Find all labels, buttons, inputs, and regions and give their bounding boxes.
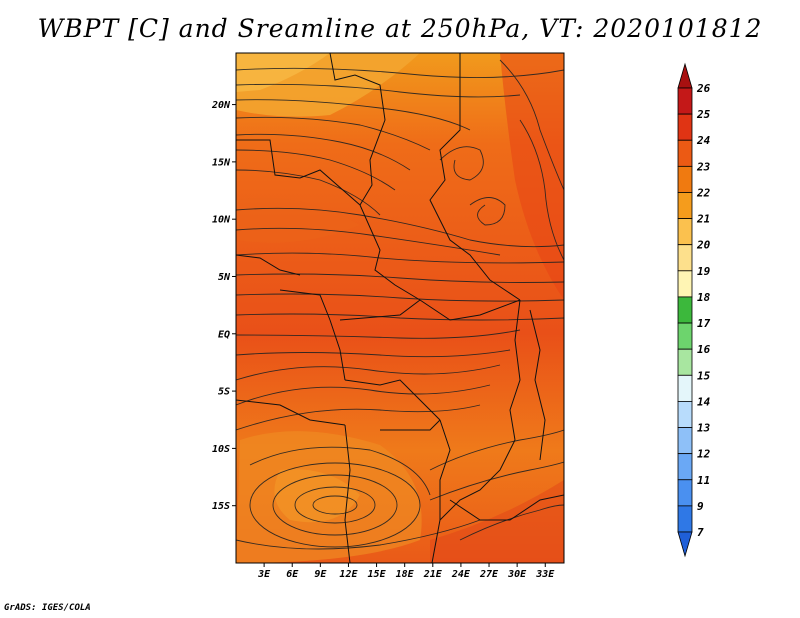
streamlines bbox=[236, 59, 564, 550]
colorbar-swatch bbox=[677, 296, 693, 324]
colorbar-label: 12 bbox=[697, 448, 711, 461]
latitude-axis: 20N 15N 10N 5N EQ 5S 10S 15S bbox=[211, 100, 236, 512]
colorbar-swatch bbox=[677, 427, 693, 455]
longitude-axis: 3E 6E 9E 12E 15E 18E 21E 24E 27E 30E 33E bbox=[257, 563, 555, 580]
colorbar-swatch bbox=[677, 165, 693, 193]
colorbar-label: 23 bbox=[696, 160, 711, 173]
lat-label: 5S bbox=[218, 387, 230, 398]
lon-label: 30E bbox=[507, 569, 527, 580]
lon-label: 6E bbox=[286, 569, 299, 580]
chart-title: WBPT [C] and Sreamline at 250hPa, VT: 20… bbox=[37, 14, 763, 43]
colorbar-bottom-arrow bbox=[677, 531, 693, 558]
colorbar-label: 18 bbox=[697, 291, 711, 304]
colorbar-label: 16 bbox=[697, 343, 711, 356]
lat-label: EQ bbox=[218, 329, 230, 340]
colorbar-swatch bbox=[677, 453, 693, 481]
lon-label: 27E bbox=[479, 569, 499, 580]
colorbar: 26 25 24 23 22 21 20 19 18 17 16 15 14 13 12 11 9 7 bbox=[677, 62, 711, 558]
colorbar-label: 25 bbox=[696, 108, 711, 121]
colorbar-swatch bbox=[677, 270, 693, 298]
colorbar-label: 9 bbox=[697, 500, 704, 513]
colorbar-label: 13 bbox=[697, 422, 711, 435]
lat-label: 5N bbox=[218, 272, 231, 283]
lon-label: 33E bbox=[535, 569, 555, 580]
colorbar-label: 15 bbox=[697, 369, 711, 382]
colorbar-label: 14 bbox=[697, 395, 711, 408]
colorbar-label: 20 bbox=[696, 239, 711, 252]
colorbar-top-arrow bbox=[677, 62, 693, 89]
colorbar-swatch bbox=[677, 322, 693, 350]
colorbar-swatch bbox=[677, 139, 693, 167]
colorbar-swatch bbox=[677, 348, 693, 376]
country-borders bbox=[236, 53, 564, 563]
colorbar-swatch bbox=[677, 113, 693, 141]
colorbar-swatch bbox=[677, 374, 693, 402]
lon-label: 18E bbox=[396, 569, 415, 580]
colorbar-label: 17 bbox=[697, 317, 711, 330]
lon-label: 3E bbox=[257, 569, 271, 580]
colorbar-swatch bbox=[677, 192, 693, 219]
colorbar-label: 11 bbox=[697, 474, 710, 487]
colorbar-swatch bbox=[677, 218, 693, 246]
colorbar-label: 7 bbox=[697, 526, 704, 539]
lat-label: 20N bbox=[211, 100, 231, 111]
map-field bbox=[236, 53, 564, 563]
colorbar-swatch bbox=[677, 401, 693, 428]
lat-label: 15N bbox=[212, 157, 231, 168]
lon-label: 12E bbox=[339, 569, 358, 580]
lon-label: 15E bbox=[368, 569, 387, 580]
colorbar-label: 22 bbox=[696, 186, 711, 199]
colorbar-swatch bbox=[677, 87, 693, 115]
grads-credit: GrADS: IGES/COLA bbox=[4, 603, 91, 613]
lat-label: 10N bbox=[212, 215, 231, 226]
colorbar-label: 21 bbox=[696, 213, 710, 226]
colorbar-label: 26 bbox=[696, 82, 711, 95]
lat-label: 10S bbox=[212, 444, 230, 455]
colorbar-swatch bbox=[677, 244, 693, 272]
lat-label: 15S bbox=[212, 501, 230, 512]
colorbar-label: 19 bbox=[697, 265, 711, 278]
lon-label: 9E bbox=[314, 569, 327, 580]
colorbar-swatch bbox=[677, 505, 693, 533]
colorbar-swatch bbox=[677, 479, 693, 507]
lon-label: 24E bbox=[451, 569, 471, 580]
colorbar-label: 24 bbox=[696, 134, 711, 147]
lon-label: 21E bbox=[423, 569, 443, 580]
